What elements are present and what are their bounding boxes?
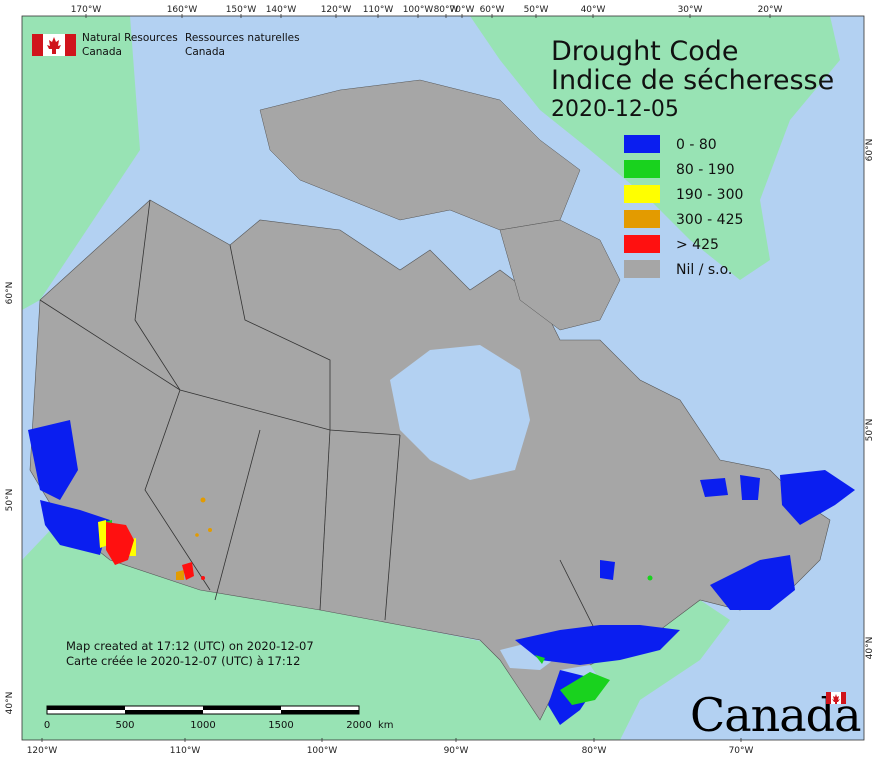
agency-fr-line1: Ressources naturelles bbox=[185, 32, 300, 44]
agency-fr-line2: Canada bbox=[185, 46, 225, 58]
legend-label-2: 190 - 300 bbox=[676, 187, 743, 203]
top-longitude-4: 120°W bbox=[321, 5, 352, 15]
map-date: 2020-12-05 bbox=[551, 97, 679, 122]
top-longitude-0: 170°W bbox=[71, 5, 102, 15]
scale-label-1: 500 bbox=[115, 720, 134, 731]
bottom-longitude-1: 110°W bbox=[170, 746, 201, 756]
drought-0-80-areas bbox=[28, 420, 855, 725]
legend-swatch-2 bbox=[624, 185, 660, 203]
left-latitude-2: 40°N bbox=[5, 692, 15, 715]
scale-label-0: 0 bbox=[44, 720, 50, 731]
baffin-island bbox=[499, 219, 621, 331]
top-longitude-6: 100°W bbox=[403, 5, 434, 15]
map-title-en: Drought Code bbox=[551, 36, 738, 67]
small-green-spot bbox=[647, 575, 653, 581]
top-longitude-7: 80°W bbox=[434, 5, 459, 15]
scale-labels: 0 500 1000 1500 2000 bbox=[44, 720, 372, 731]
top-longitude-12: 30°W bbox=[678, 5, 703, 15]
legend-label-4: > 425 bbox=[676, 237, 719, 253]
drought-over-425-areas bbox=[106, 522, 205, 580]
alaska-land bbox=[22, 16, 140, 310]
map-border bbox=[21, 15, 865, 741]
hudson-bay bbox=[390, 345, 530, 480]
left-latitude-1: 50°N bbox=[5, 489, 15, 512]
right-latitude-0: 60°N bbox=[865, 139, 875, 162]
legend-swatch-4 bbox=[624, 235, 660, 253]
top-longitude-13: 20°W bbox=[758, 5, 783, 15]
legend-label-0: 0 - 80 bbox=[676, 137, 717, 153]
scale-bar bbox=[46, 705, 360, 715]
left-latitude-0: 60°N bbox=[5, 282, 15, 305]
top-longitude-10: 50°W bbox=[524, 5, 549, 15]
scale-label-4: 2000 bbox=[346, 720, 371, 731]
legend-swatch-5 bbox=[624, 260, 660, 278]
top-longitude-1: 160°W bbox=[167, 5, 198, 15]
legend-label-1: 80 - 190 bbox=[676, 162, 735, 178]
scale-unit: km bbox=[378, 720, 394, 731]
credit-fr: Carte créée le 2020-12-07 (UTC) à 17:12 bbox=[66, 654, 300, 668]
legend-label-5: Nil / s.o. bbox=[676, 262, 732, 278]
scale-label-3: 1500 bbox=[268, 720, 293, 731]
bottom-longitude-3: 90°W bbox=[444, 746, 469, 756]
credit-en: Map created at 17:12 (UTC) on 2020-12-07 bbox=[66, 639, 314, 653]
map-title-fr: Indice de sécheresse bbox=[551, 65, 834, 96]
top-longitude-2: 150°W bbox=[226, 5, 257, 15]
right-latitude-labels: 60°N 50°N 40°N bbox=[865, 139, 875, 660]
legend: 0 - 80 80 - 190 190 - 300 300 - 425 > 425 Nil… bbox=[624, 135, 743, 278]
right-latitude-2: 40°N bbox=[865, 637, 875, 660]
top-longitude-9: 60°W bbox=[480, 5, 505, 15]
nrcan-logo bbox=[32, 34, 76, 56]
legend-swatch-1 bbox=[624, 160, 660, 178]
top-longitude-5: 110°W bbox=[363, 5, 394, 15]
legend-label-3: 300 - 425 bbox=[676, 212, 743, 228]
maple-leaf-icon bbox=[47, 37, 61, 54]
top-longitude-8: 70°W bbox=[450, 5, 475, 15]
legend-swatch-0 bbox=[624, 135, 660, 153]
bottom-longitude-5: 70°W bbox=[729, 746, 754, 756]
bottom-longitude-2: 100°W bbox=[307, 746, 338, 756]
agency-en-line2: Canada bbox=[82, 46, 122, 58]
top-longitude-11: 40°W bbox=[581, 5, 606, 15]
left-latitude-labels: 60°N 50°N 40°N bbox=[5, 282, 15, 715]
wordmark-flag-icon bbox=[826, 692, 846, 704]
legend-swatch-3 bbox=[624, 210, 660, 228]
agency-en-line1: Natural Resources bbox=[82, 32, 178, 44]
bottom-longitude-labels: 120°W 110°W 100°W 90°W 80°W 70°W bbox=[27, 738, 754, 756]
scale-label-2: 1000 bbox=[190, 720, 215, 731]
right-latitude-1: 50°N bbox=[865, 419, 875, 442]
bottom-longitude-0: 120°W bbox=[27, 746, 58, 756]
bottom-longitude-4: 80°W bbox=[582, 746, 607, 756]
top-longitude-labels: 170°W 160°W 150°W 140°W 120°W 110°W 100°W 80°W7… bbox=[71, 5, 783, 18]
top-longitude-3: 140°W bbox=[266, 5, 297, 15]
province-borders bbox=[39, 199, 601, 641]
